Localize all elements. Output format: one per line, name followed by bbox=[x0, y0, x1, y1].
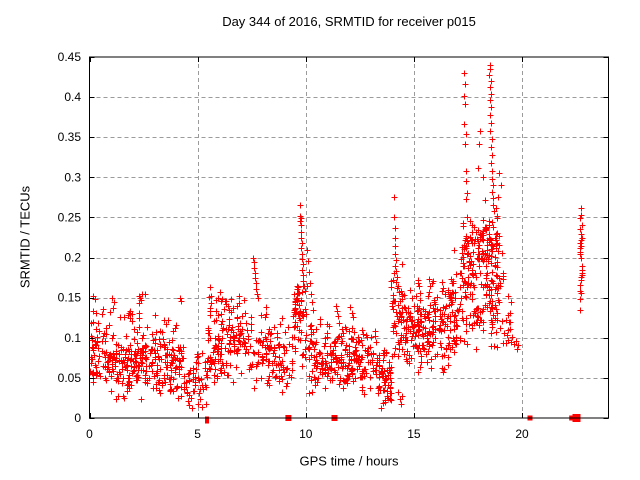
y-tick-label: 0.15 bbox=[58, 291, 82, 305]
x-axis-title: GPS time / hours bbox=[299, 453, 399, 469]
x-tick-label: 15 bbox=[407, 427, 421, 441]
tick-labels: 0 5 10 15 20 0 0.05 0.1 0.15 0.2 0.25 0.3 0.35 0.4 0.4… bbox=[58, 50, 529, 441]
chart-title: Day 344 of 2016, SRMTID for receiver p01… bbox=[222, 14, 476, 29]
scatter-points bbox=[89, 62, 586, 412]
zero-line-markers bbox=[205, 414, 581, 424]
x-tick-label: 0 bbox=[86, 427, 93, 441]
y-tick-label: 0.05 bbox=[58, 371, 82, 385]
y-tick-label: 0.35 bbox=[58, 130, 82, 144]
y-tick-label: 0.2 bbox=[64, 251, 81, 265]
y-axis-title: SRMTID / TECUs bbox=[17, 185, 33, 289]
y-tick-label: 0.25 bbox=[58, 210, 82, 224]
y-tick-label: 0.1 bbox=[64, 331, 81, 345]
y-tick-label: 0.4 bbox=[64, 90, 81, 104]
y-tick-label: 0.45 bbox=[58, 50, 82, 64]
x-tick-label: 10 bbox=[299, 427, 313, 441]
y-tick-label: 0 bbox=[74, 411, 81, 425]
y-tick-label: 0.3 bbox=[64, 170, 81, 184]
x-tick-label: 5 bbox=[194, 427, 201, 441]
axis-ticks bbox=[89, 57, 609, 419]
x-tick-label: 20 bbox=[515, 427, 529, 441]
plot-border bbox=[89, 56, 609, 419]
